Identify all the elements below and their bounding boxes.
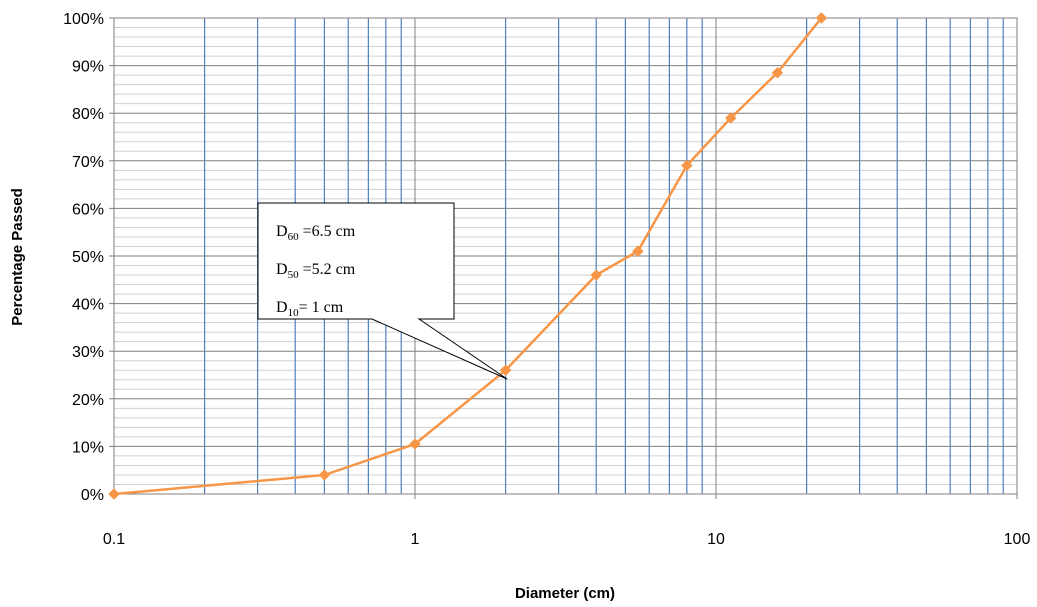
data-point bbox=[590, 269, 602, 281]
callout-annotation: D60 =6.5 cm D50 =5.2 cm D10= 1 cm bbox=[257, 202, 508, 380]
y-tick-label: 30% bbox=[72, 344, 104, 361]
series-line bbox=[113, 17, 823, 496]
y-tick-label: 20% bbox=[72, 392, 104, 409]
y-tick-label: 70% bbox=[72, 154, 104, 171]
callout-line: D50 =5.2 cm bbox=[276, 261, 356, 281]
x-tick-label: 0.1 bbox=[103, 531, 125, 548]
y-tick-label: 80% bbox=[72, 106, 104, 123]
callout-line: D60 =6.5 cm bbox=[276, 223, 356, 243]
data-point bbox=[725, 112, 737, 124]
y-tick-label: 10% bbox=[72, 439, 104, 456]
data-point bbox=[409, 438, 421, 450]
y-tick-label: 40% bbox=[72, 297, 104, 314]
data-point bbox=[632, 245, 644, 257]
data-point bbox=[499, 364, 512, 376]
y-tick-label: 100% bbox=[63, 11, 104, 28]
data-point bbox=[771, 67, 784, 79]
y-tick-label: 90% bbox=[72, 59, 104, 76]
data-point bbox=[815, 12, 828, 24]
x-tick-label: 1 bbox=[411, 531, 420, 548]
x-axis-title: Diameter (cm) bbox=[515, 585, 615, 602]
series-line-group bbox=[108, 12, 828, 500]
data-point bbox=[318, 469, 331, 481]
y-tick-label: 50% bbox=[72, 249, 104, 266]
data-point bbox=[681, 159, 693, 172]
callout-box bbox=[257, 202, 508, 380]
x-tick-label: 100 bbox=[1004, 531, 1031, 548]
minor-horizontal-gridlines bbox=[114, 27, 1017, 485]
x-tick-label: 10 bbox=[707, 531, 725, 548]
y-tick-label: 60% bbox=[72, 201, 104, 218]
data-point bbox=[108, 488, 120, 500]
callout-line: D10= 1 cm bbox=[276, 299, 344, 319]
x-axis-ticks: 0.1 1 10 100 bbox=[103, 494, 1031, 548]
y-tick-label: 0% bbox=[81, 487, 104, 504]
y-axis-ticks: 0% 10% 20% 30% 40% 50% 60% 70% 80% 90% 100% bbox=[63, 11, 114, 504]
y-axis-title: Percentage Passed bbox=[9, 188, 26, 326]
